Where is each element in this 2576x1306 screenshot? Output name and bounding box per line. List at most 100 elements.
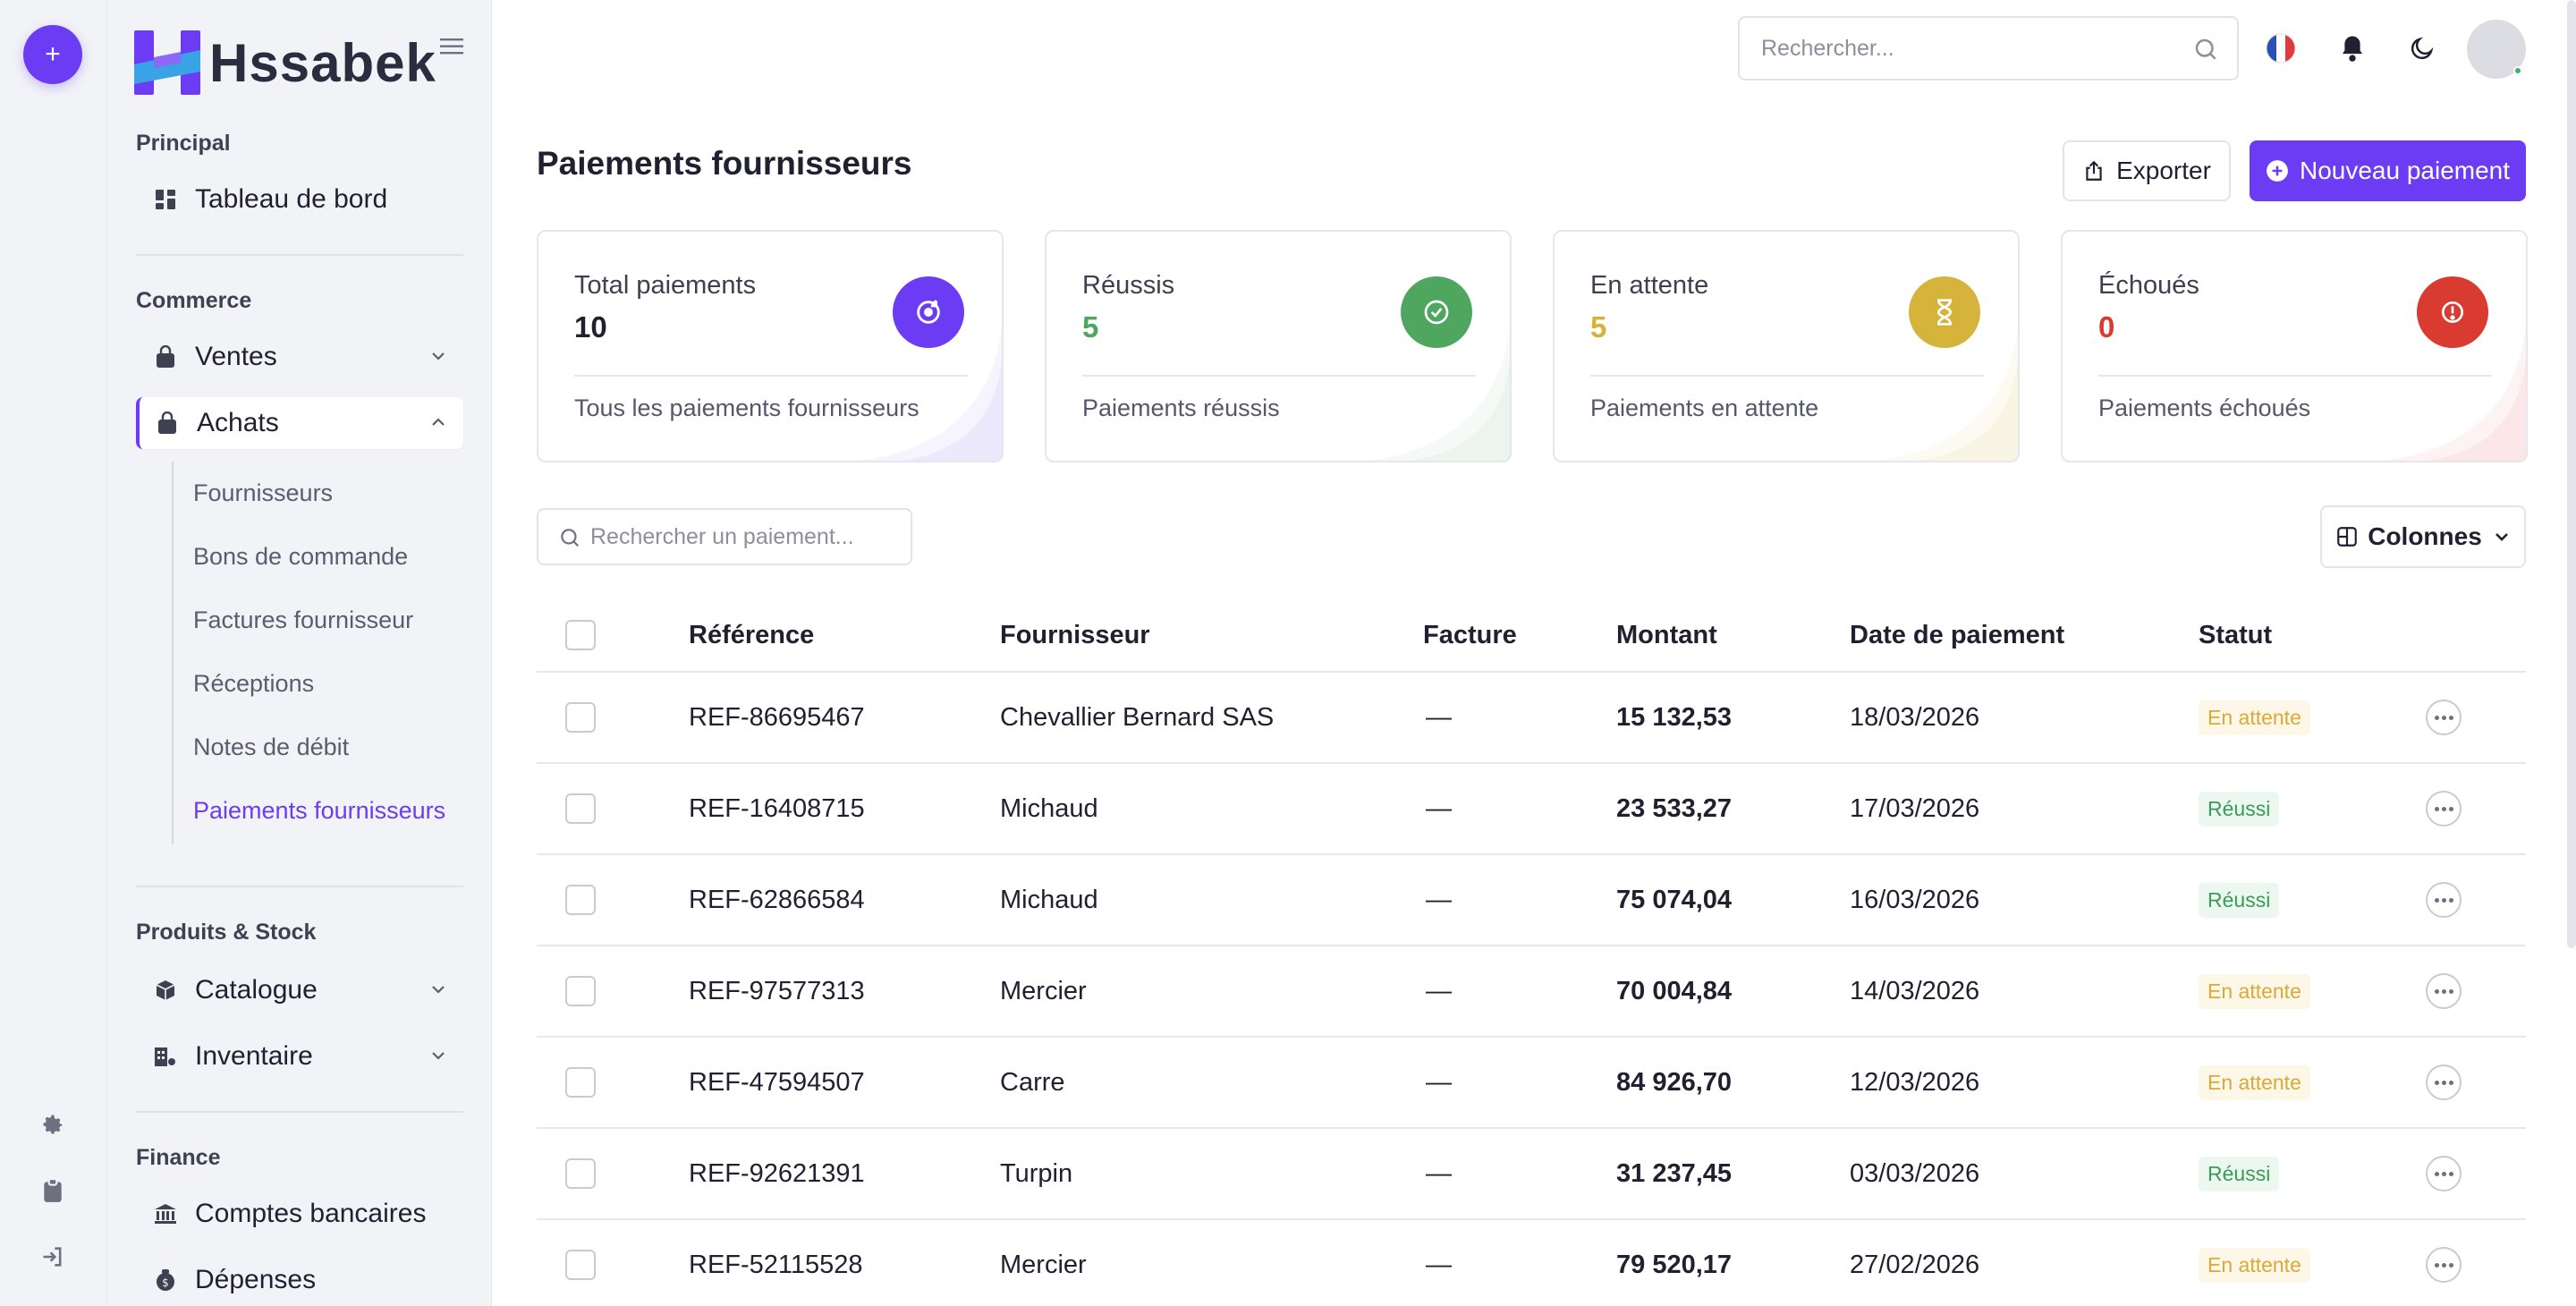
sidebar-item-comptes[interactable]: Comptes bancaires [136, 1188, 463, 1240]
row-select-cell [565, 1038, 596, 1127]
sidebar-item-label: Catalogue [195, 975, 318, 1005]
row-supplier: Mercier [1000, 1250, 1087, 1279]
table-row[interactable]: REF-97577313 Mercier — 70 004,84 14/03/2026 E… [537, 946, 2526, 1038]
table-row[interactable]: REF-47594507 Carre — 84 926,70 12/03/2026 En … [537, 1038, 2526, 1129]
row-supplier: Michaud [1000, 793, 1098, 823]
row-checkbox[interactable] [565, 1158, 596, 1189]
global-search-input[interactable] [1761, 35, 2164, 62]
header-invoice[interactable]: Facture [1423, 620, 1517, 649]
more-actions-icon[interactable] [2426, 1156, 2462, 1192]
more-actions-icon[interactable] [2426, 700, 2462, 735]
stat-label: Réussis [1082, 271, 1175, 300]
row-reference[interactable]: REF-92621391 [689, 1158, 865, 1188]
row-select-cell [565, 855, 596, 945]
card-decoration [859, 326, 1002, 461]
table-row[interactable]: REF-62866584 Michaud — 75 074,04 16/03/2026 R… [537, 855, 2526, 946]
sidebar-sub-fournisseurs[interactable]: Fournisseurs [193, 479, 334, 506]
export-button[interactable]: Exporter [2063, 140, 2231, 201]
row-date: 03/03/2026 [1850, 1158, 1980, 1188]
menu-collapse-icon[interactable] [440, 38, 463, 60]
main-content: Paiements fournisseurs Exporter Nouveau … [492, 0, 2576, 1306]
sidebar-item-dashboard[interactable]: Tableau de bord [136, 174, 463, 225]
row-reference[interactable]: REF-62866584 [689, 885, 865, 914]
settings-gear-icon[interactable] [38, 1109, 68, 1140]
more-actions-icon[interactable] [2426, 882, 2462, 918]
stat-subtitle: Tous les paiements fournisseurs [574, 394, 919, 421]
table-row[interactable]: REF-92621391 Turpin — 31 237,45 03/03/2026 Ré… [537, 1129, 2526, 1220]
row-invoice: — [1426, 976, 1452, 1005]
notifications-bell-icon[interactable] [2334, 30, 2370, 66]
chevron-down-icon [429, 347, 447, 369]
more-actions-icon[interactable] [2426, 791, 2462, 827]
sidebar-sub-paiements[interactable]: Paiements fournisseurs [193, 797, 446, 824]
row-invoice: — [1426, 793, 1452, 823]
header-supplier[interactable]: Fournisseur [1000, 620, 1150, 649]
svg-text:$: $ [162, 1276, 169, 1289]
table-row[interactable]: REF-16408715 Michaud — 23 533,27 17/03/2026 R… [537, 764, 2526, 855]
quick-add-button[interactable]: + [23, 25, 82, 84]
page-scrollbar[interactable] [2567, 0, 2576, 948]
status-badge: Réussi [2199, 1156, 2280, 1192]
stat-card-success: Réussis 5 Paiements réussis [1045, 230, 1512, 462]
more-actions-icon[interactable] [2426, 1247, 2462, 1283]
select-all-cell [565, 599, 596, 671]
row-checkbox[interactable] [565, 976, 596, 1006]
payment-search[interactable] [537, 508, 912, 565]
stat-subtitle: Paiements en attente [1590, 394, 1819, 421]
language-flag-fr-icon[interactable] [2263, 30, 2299, 66]
payment-search-input[interactable] [590, 523, 894, 550]
row-checkbox[interactable] [565, 885, 596, 915]
row-checkbox[interactable] [565, 1067, 596, 1098]
sidebar-sub-receptions[interactable]: Réceptions [193, 670, 315, 697]
sidebar-sub-notes-debit[interactable]: Notes de débit [193, 734, 350, 760]
status-badge: En attente [2199, 1064, 2310, 1100]
row-reference[interactable]: REF-52115528 [689, 1250, 863, 1279]
header-reference[interactable]: Référence [689, 620, 815, 649]
row-reference[interactable]: REF-86695467 [689, 702, 865, 732]
shopping-bag-icon [156, 411, 179, 435]
sidebar-item-achats[interactable]: Achats [136, 397, 463, 449]
row-date: 12/03/2026 [1850, 1067, 1980, 1097]
table-row[interactable]: REF-86695467 Chevallier Bernard SAS — 15 13… [537, 673, 2526, 764]
row-checkbox[interactable] [565, 1250, 596, 1280]
row-checkbox[interactable] [565, 702, 596, 733]
logout-icon[interactable] [38, 1242, 68, 1272]
select-all-checkbox[interactable] [565, 620, 596, 650]
payments-table: Référence Fournisseur Facture Montant Da… [537, 599, 2526, 1306]
row-reference[interactable]: REF-97577313 [689, 976, 865, 1005]
more-actions-icon[interactable] [2426, 973, 2462, 1009]
sidebar-sub-factures[interactable]: Factures fournisseur [193, 606, 414, 633]
columns-button[interactable]: Colonnes [2320, 505, 2526, 568]
new-payment-button[interactable]: Nouveau paiement [2250, 140, 2526, 201]
table-row[interactable]: REF-52115528 Mercier — 79 520,17 27/02/2026 E… [537, 1220, 2526, 1306]
header-date[interactable]: Date de paiement [1850, 620, 2065, 649]
row-amount: 23 533,27 [1616, 793, 1733, 823]
sidebar-item-depenses[interactable]: $ Dépenses [136, 1254, 463, 1306]
sidebar-item-label: Comptes bancaires [195, 1199, 427, 1228]
header-amount[interactable]: Montant [1616, 620, 1717, 649]
export-label: Exporter [2116, 157, 2211, 184]
app-logo[interactable]: Hssabek [134, 30, 436, 95]
row-reference[interactable]: REF-47594507 [689, 1067, 865, 1097]
sidebar-sub-bons-commande[interactable]: Bons de commande [193, 543, 409, 570]
row-actions-cell [2426, 673, 2462, 762]
sidebar-item-inventaire[interactable]: Inventaire [136, 1030, 463, 1082]
sidebar-item-catalogue[interactable]: Catalogue [136, 964, 463, 1016]
sidebar-item-ventes[interactable]: Ventes [136, 331, 463, 383]
row-checkbox[interactable] [565, 793, 596, 824]
status-badge: En attente [2199, 973, 2310, 1009]
row-select-cell [565, 1220, 596, 1306]
more-actions-icon[interactable] [2426, 1064, 2462, 1100]
dark-mode-moon-icon[interactable] [2404, 30, 2440, 66]
row-amount: 31 237,45 [1616, 1158, 1733, 1188]
header-status[interactable]: Statut [2199, 620, 2273, 649]
search-icon[interactable] [2192, 36, 2219, 67]
row-reference[interactable]: REF-16408715 [689, 793, 865, 823]
sidebar: Hssabek Principal Tableau de bord Commer… [107, 0, 492, 1306]
user-avatar[interactable] [2467, 20, 2526, 79]
hourglass-icon [1909, 276, 1980, 348]
clipboard-icon[interactable] [38, 1175, 68, 1206]
stat-value: 5 [1082, 310, 1099, 343]
row-status-cell: En attente [2199, 946, 2310, 1036]
global-search[interactable] [1738, 16, 2239, 81]
